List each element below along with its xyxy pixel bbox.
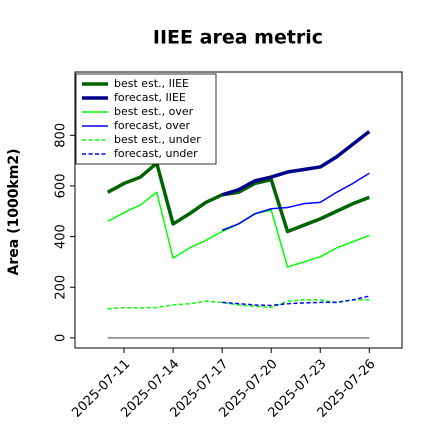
legend-box [75,73,217,165]
chart-title: IIEE area metric [153,27,323,49]
series-line [106,161,370,234]
series-line [221,172,370,231]
series-line [221,130,371,197]
y-tick-label: 800 [54,123,69,148]
plot-frame [74,71,403,349]
series-line [107,191,370,268]
y-tick-label: 600 [54,174,69,199]
legend-label: best est., IIEE [114,77,189,90]
legend-label: best est., under [114,133,201,146]
series-line [222,295,370,307]
y-axis-label: Area (1000km2) [6,149,22,276]
legend-label: forecast, over [114,119,190,132]
y-tick-label: 400 [54,224,69,249]
legend-label: best est., over [114,105,194,118]
legend-label: forecast, under [114,147,198,160]
legend-label: forecast, IIEE [114,91,186,104]
series-line [107,299,370,310]
y-tick-label: 200 [54,275,69,300]
y-tick-label: 0 [54,334,69,342]
